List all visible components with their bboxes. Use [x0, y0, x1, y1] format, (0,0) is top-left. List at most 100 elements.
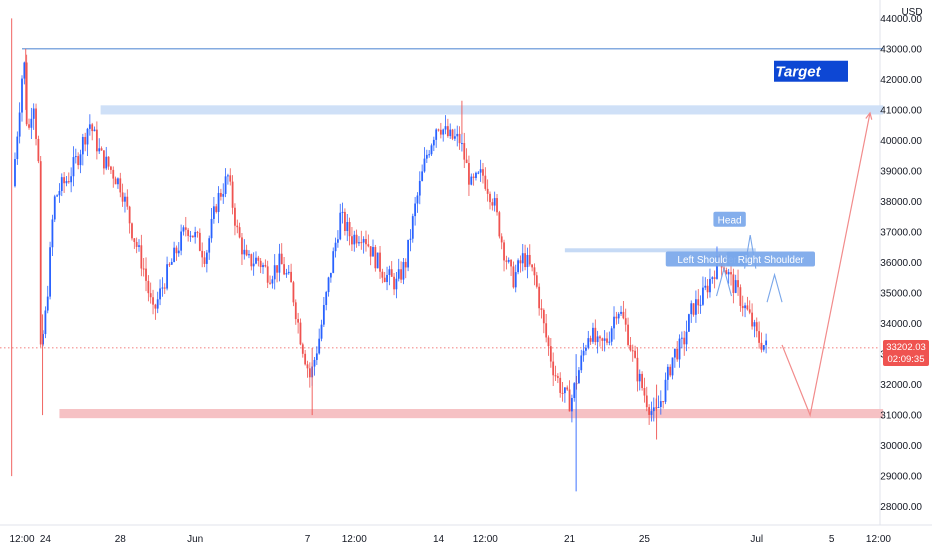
candle-body — [334, 242, 337, 252]
candle-body — [573, 383, 576, 399]
candle-body — [695, 299, 697, 315]
candle-body — [594, 327, 597, 343]
candle-body — [65, 181, 68, 184]
candle-body — [475, 172, 477, 178]
candle-body — [269, 282, 271, 284]
candle-body — [683, 337, 686, 345]
candle-body — [140, 245, 143, 269]
candle-body — [117, 178, 119, 185]
x-tick-label: 12:00 — [342, 534, 367, 545]
candle-body — [365, 239, 367, 245]
candle-body — [563, 387, 566, 394]
candle-body — [505, 260, 508, 262]
candle-body — [189, 235, 192, 237]
candle-body — [95, 129, 98, 152]
candle-body — [386, 274, 388, 283]
current-price-box — [883, 340, 929, 366]
candle-body — [299, 322, 302, 345]
candle-body — [744, 305, 746, 309]
candle-body — [126, 196, 129, 207]
candle-body — [32, 108, 35, 119]
candle-body — [105, 156, 108, 169]
candles-layer — [11, 18, 768, 492]
candle-body — [210, 218, 213, 239]
candle-body — [407, 239, 409, 268]
y-tick-label: 38000.00 — [880, 197, 922, 208]
current-price-value: 33202.03 — [886, 342, 926, 353]
candle-body — [737, 280, 739, 288]
head-label: Head — [718, 215, 742, 226]
candle-body — [35, 108, 37, 139]
candle-body — [53, 196, 56, 220]
target-label: Target — [775, 64, 821, 81]
candle-body — [367, 244, 370, 247]
candle-body — [369, 246, 372, 257]
right-shoulder-box — [726, 251, 815, 267]
candle-body — [220, 192, 222, 197]
y-tick-label: 34000.00 — [880, 319, 922, 330]
candle-body — [217, 192, 220, 212]
candle-body — [322, 305, 325, 325]
candle-body — [669, 366, 672, 376]
candle-body — [388, 269, 391, 275]
candle-body — [81, 136, 84, 155]
candle-body — [753, 322, 756, 327]
candle-body — [554, 375, 557, 377]
candle-body — [416, 195, 419, 204]
candle-body — [28, 124, 30, 128]
candle-body — [276, 265, 278, 273]
candle-body — [697, 299, 700, 306]
candle-body — [552, 361, 555, 376]
candle-body — [196, 232, 199, 234]
candle-body — [472, 176, 475, 178]
candle-body — [58, 190, 61, 196]
candle-body — [110, 166, 112, 170]
target-box — [774, 60, 848, 82]
candle-body — [25, 62, 28, 125]
candle-body — [486, 188, 489, 194]
candle-body — [149, 293, 152, 298]
y-tick-label: 44000.00 — [880, 14, 922, 25]
candle-body — [187, 229, 190, 236]
y-axis[interactable]: 44000.00 43000.00 42000.00 41000.00 40000.00… — [880, 14, 922, 513]
candle-body — [521, 253, 524, 264]
candle-body — [184, 227, 187, 230]
candle-body — [124, 196, 126, 202]
candle-body — [205, 252, 208, 264]
candle-body — [100, 148, 103, 151]
candle-body — [379, 252, 381, 272]
candle-body — [60, 177, 63, 191]
candle-body — [458, 133, 461, 144]
candle-body — [290, 271, 292, 283]
candle-body — [297, 319, 300, 323]
candle-body — [145, 268, 147, 281]
candle-body — [42, 334, 44, 345]
candle-body — [91, 124, 94, 132]
candle-body — [470, 176, 473, 185]
candle-body — [402, 261, 405, 280]
y-tick-label: 37000.00 — [880, 227, 922, 238]
candle-body — [98, 148, 101, 152]
candle-body — [580, 355, 583, 371]
candle-body — [341, 211, 344, 213]
candle-body — [294, 302, 297, 320]
candle-body — [461, 143, 463, 145]
candle-body — [603, 338, 606, 341]
current-price-countdown: 02:09:35 — [888, 354, 925, 365]
candle-body — [39, 161, 42, 345]
x-axis[interactable]: 12:00 24 28 Jun 7 12:00 14 12:00 21 25 Jul 5 12:00 — [9, 534, 891, 545]
candle-body — [493, 198, 496, 206]
candle-body — [599, 336, 601, 339]
candle-body — [72, 157, 75, 177]
x-tick-label: 12:00 — [866, 534, 891, 545]
candle-body — [587, 338, 590, 348]
candle-body — [107, 156, 110, 167]
candle-body — [680, 337, 683, 339]
candle-body — [138, 245, 140, 247]
candle-body — [503, 242, 505, 261]
candle-body — [182, 227, 185, 232]
x-tick-label: 7 — [305, 534, 311, 545]
candle-body — [451, 129, 454, 139]
candle-body — [175, 247, 178, 254]
